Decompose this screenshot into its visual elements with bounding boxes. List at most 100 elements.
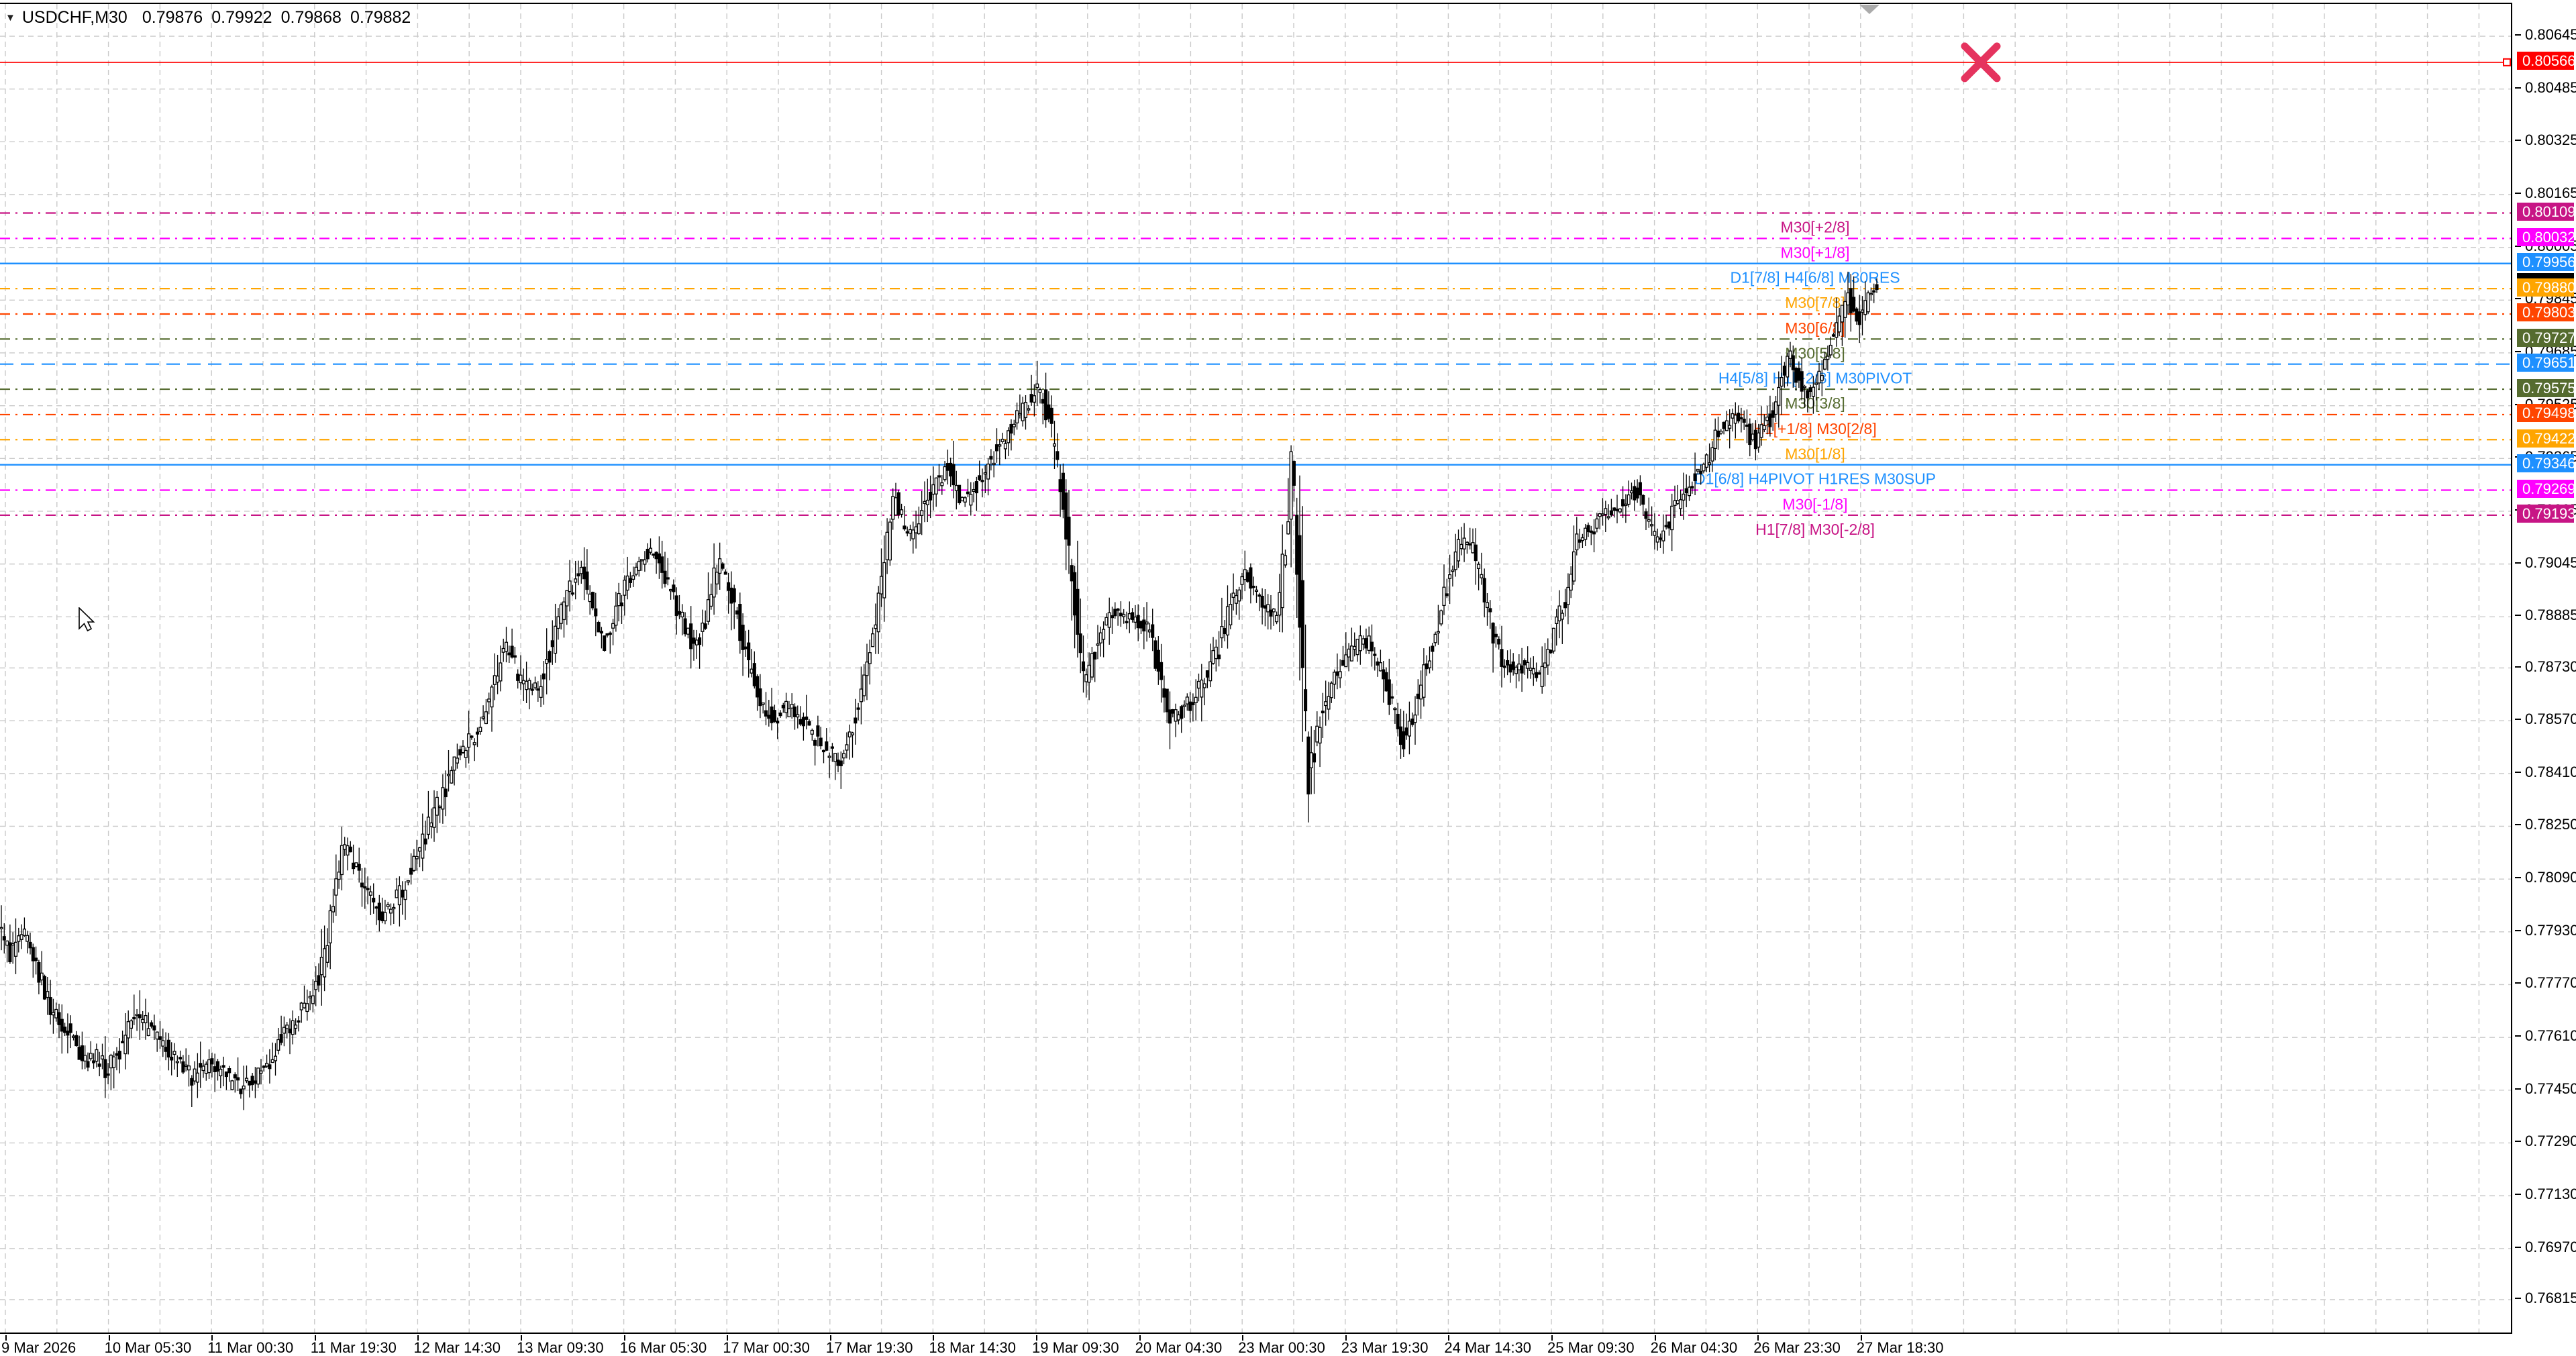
time-axis[interactable]: 9 Mar 2026 10 Mar 05:30 11 Mar 00:30 11 Mar… — [0, 1335, 2576, 1356]
candle-body — [1670, 505, 1674, 531]
candle-body — [1349, 645, 1353, 662]
price-tick — [2515, 34, 2521, 36]
candle-body — [643, 559, 647, 565]
price-badge: 0.79880 — [2517, 278, 2574, 297]
candle-body — [1569, 574, 1573, 591]
candle-body — [1225, 606, 1230, 636]
candle-body — [683, 618, 687, 635]
candle-body — [1070, 565, 1074, 582]
candle-body — [1376, 661, 1380, 666]
candle-body — [1254, 589, 1259, 592]
candle-body — [1797, 368, 1801, 381]
candle-body — [213, 1066, 217, 1073]
candle-body — [253, 1080, 257, 1084]
candle-body — [1110, 615, 1115, 619]
candle-body — [1739, 417, 1743, 420]
candle-body — [0, 927, 3, 929]
candle-body — [1098, 632, 1102, 643]
candle-body — [1387, 679, 1391, 705]
candle-body — [845, 744, 849, 751]
candle-body — [1508, 664, 1512, 673]
candle-body — [1076, 588, 1080, 635]
candle-body — [980, 480, 984, 482]
candle-body — [195, 1072, 199, 1083]
x-mark[interactable] — [1961, 42, 2001, 83]
time-tick — [108, 1335, 110, 1341]
candle-body — [1309, 752, 1313, 768]
candle-body — [129, 1020, 134, 1029]
level-label: M30[3/8] — [1785, 395, 1845, 412]
level-label: M30[1/8] — [1785, 445, 1845, 462]
candle-body — [1621, 499, 1625, 507]
candle-body — [767, 715, 771, 719]
candle-body — [1802, 386, 1807, 388]
candle-body — [1171, 709, 1175, 714]
price-axis[interactable]: 0.806450.804850.803250.801650.800050.798… — [2515, 3, 2576, 1334]
candle-body — [193, 1068, 197, 1082]
candle-body — [455, 758, 459, 764]
candle-body — [438, 806, 442, 809]
time-tick — [521, 1335, 522, 1341]
candle-body — [882, 562, 886, 598]
candle-body — [1647, 519, 1651, 522]
candle-body — [268, 1064, 272, 1070]
candle-body — [1658, 537, 1663, 540]
candle-body — [1398, 726, 1403, 745]
price-tick — [2515, 562, 2521, 564]
candle-body — [663, 570, 667, 584]
candle-body — [539, 686, 543, 698]
candle-body — [1673, 500, 1677, 506]
candle-body — [325, 945, 329, 963]
candle-body — [215, 1061, 220, 1072]
candle-body — [813, 739, 817, 746]
candle-body — [1263, 605, 1267, 609]
candle-body — [821, 749, 826, 753]
candle-body — [1298, 535, 1302, 628]
candle-body — [239, 1088, 243, 1094]
candle-body — [1580, 537, 1584, 541]
candle-body — [1321, 711, 1325, 714]
candle-body — [862, 674, 866, 696]
candle-body — [1811, 386, 1815, 397]
candle-body — [969, 494, 973, 506]
chart-canvas[interactable]: M30[+2/8] M30[+1/8] D1[7/8] H4[6/8] M30RES… — [0, 4, 2511, 1333]
candle-body — [1055, 451, 1060, 460]
candle-body — [703, 623, 707, 629]
candle-body — [1866, 292, 1870, 313]
candle-body — [1404, 727, 1408, 736]
candle-body — [233, 1074, 237, 1079]
price-tick — [2515, 87, 2521, 89]
candle-body — [282, 1027, 286, 1034]
candle-body — [366, 888, 370, 890]
candle-body — [1831, 334, 1836, 337]
chart-plot-area[interactable]: M30[+2/8] M30[+1/8] D1[7/8] H4[6/8] M30RES… — [0, 3, 2512, 1334]
candle-body — [854, 717, 858, 724]
price-tick-label: 0.78885 — [2525, 607, 2576, 624]
candle-body — [723, 571, 727, 575]
candle-body — [1557, 605, 1561, 621]
candle-body — [1182, 705, 1186, 707]
candle-body — [262, 1065, 266, 1068]
candle-body — [8, 942, 12, 963]
candle-body — [164, 1047, 168, 1052]
candle-body — [66, 1031, 70, 1036]
time-label: 11 Mar 00:30 — [207, 1339, 294, 1356]
candle-body — [958, 484, 962, 503]
symbol-dropdown-icon[interactable]: ▼ — [5, 12, 15, 23]
candle-body — [1835, 322, 1839, 338]
candle-body — [450, 770, 454, 784]
price-tick-label: 0.77290 — [2525, 1133, 2576, 1150]
quote-open: 0.79876 — [142, 8, 203, 27]
candle-body — [807, 721, 811, 726]
chart-shift-marker[interactable] — [1859, 5, 1879, 14]
time-tick — [314, 1335, 316, 1341]
candle-body — [1869, 293, 1873, 295]
candle-body — [750, 668, 754, 674]
candle-body — [666, 577, 670, 580]
candle-body — [34, 957, 38, 961]
candle-body — [833, 753, 837, 762]
candle-body — [796, 714, 800, 718]
candle-body — [732, 588, 736, 603]
candle-body — [1555, 616, 1559, 624]
candle-body — [175, 1061, 179, 1063]
